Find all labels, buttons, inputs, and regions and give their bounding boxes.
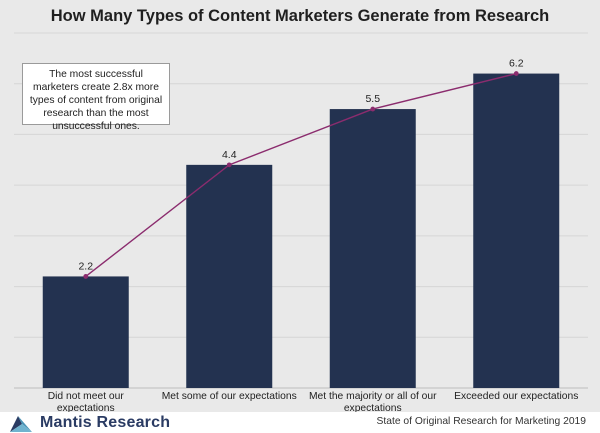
data-label: 6.2	[509, 58, 524, 70]
trend-point	[226, 162, 232, 168]
trend-point	[83, 274, 89, 279]
data-label: 2.2	[78, 260, 93, 272]
trend-line-path	[85, 72, 517, 277]
data-label: 4.4	[222, 149, 237, 161]
brand-name: Mantis Research	[40, 413, 171, 431]
data-label: 5.5	[365, 93, 380, 105]
brand-logo: Mantis Research	[8, 412, 170, 433]
footer	[0, 412, 600, 433]
bar	[473, 73, 560, 389]
annotation-callout: The most successful marketers create 2.8…	[22, 63, 170, 132]
category-label: Met the majority or all of our expectati…	[308, 391, 437, 414]
bar	[186, 164, 273, 388]
bar	[329, 109, 416, 389]
bar	[42, 276, 129, 388]
category-label: Met some of our expectations	[161, 391, 297, 402]
category-label: Exceeded our expectations	[454, 391, 579, 402]
mantis-logo-icon	[10, 415, 32, 432]
bars	[42, 73, 560, 389]
category-label: Did not meet our expectations	[47, 391, 124, 414]
data-labels: 2.2 4.4 5.5 6.2	[78, 58, 523, 273]
trend-line	[83, 71, 519, 279]
source-note: State of Original Research for Marketing…	[376, 416, 586, 427]
trend-point	[370, 106, 376, 112]
chart-title: How Many Types of Content Marketers Gene…	[50, 7, 550, 25]
trend-point	[513, 71, 519, 76]
